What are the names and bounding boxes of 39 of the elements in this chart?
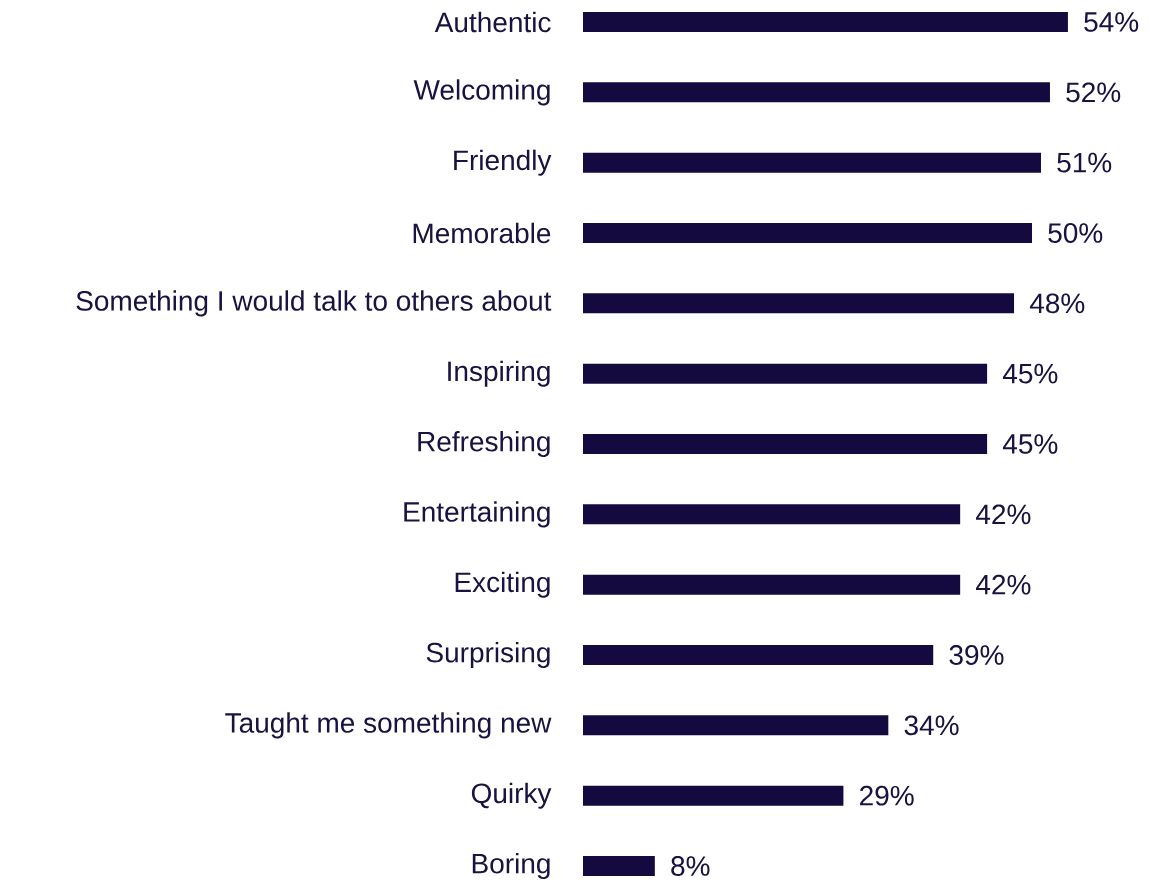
y-tick-label: Surprising bbox=[426, 641, 550, 669]
bar bbox=[583, 363, 988, 384]
bar bbox=[583, 152, 1041, 173]
bar bbox=[583, 504, 961, 525]
bar bbox=[583, 645, 934, 666]
data-label: 51% bbox=[1057, 152, 1112, 173]
data-label: 8% bbox=[671, 856, 710, 876]
bar bbox=[583, 715, 889, 736]
y-tick-label: Inspiring bbox=[448, 360, 550, 387]
y-tick-label: Something I would talk to others about bbox=[76, 290, 552, 317]
bar bbox=[583, 223, 1033, 243]
bar bbox=[583, 293, 1015, 314]
bar bbox=[583, 12, 1068, 33]
bar bbox=[583, 574, 961, 595]
data-label: 52% bbox=[1066, 82, 1121, 103]
y-tick-label: Quirky bbox=[471, 782, 552, 809]
y-tick-label: Memorable bbox=[413, 222, 551, 244]
y-tick-label: Exciting bbox=[455, 571, 550, 598]
data-label: 42% bbox=[976, 574, 1031, 595]
bar bbox=[583, 785, 844, 806]
y-tick-label: Authentic bbox=[434, 11, 551, 33]
data-label: 42% bbox=[976, 504, 1031, 525]
y-tick-label: Entertaining bbox=[404, 501, 550, 528]
y-tick-label: Boring bbox=[472, 852, 550, 880]
data-label: 48% bbox=[1029, 293, 1085, 314]
y-tick-label: Welcoming bbox=[413, 79, 550, 106]
data-label: 50% bbox=[1048, 223, 1103, 243]
data-label: 45% bbox=[1002, 434, 1058, 454]
data-label: 34% bbox=[904, 715, 959, 736]
data-label: 29% bbox=[860, 785, 914, 806]
data-label: 54% bbox=[1084, 12, 1139, 32]
bar bbox=[583, 82, 1050, 103]
data-label: 39% bbox=[949, 645, 1004, 665]
y-tick-label: Refreshing bbox=[418, 430, 550, 458]
bar bbox=[583, 434, 988, 455]
bar bbox=[583, 856, 655, 877]
y-tick-label: Taught me something new bbox=[225, 712, 552, 739]
data-label: 45% bbox=[1002, 363, 1058, 384]
y-tick-label: Friendly bbox=[454, 149, 552, 176]
